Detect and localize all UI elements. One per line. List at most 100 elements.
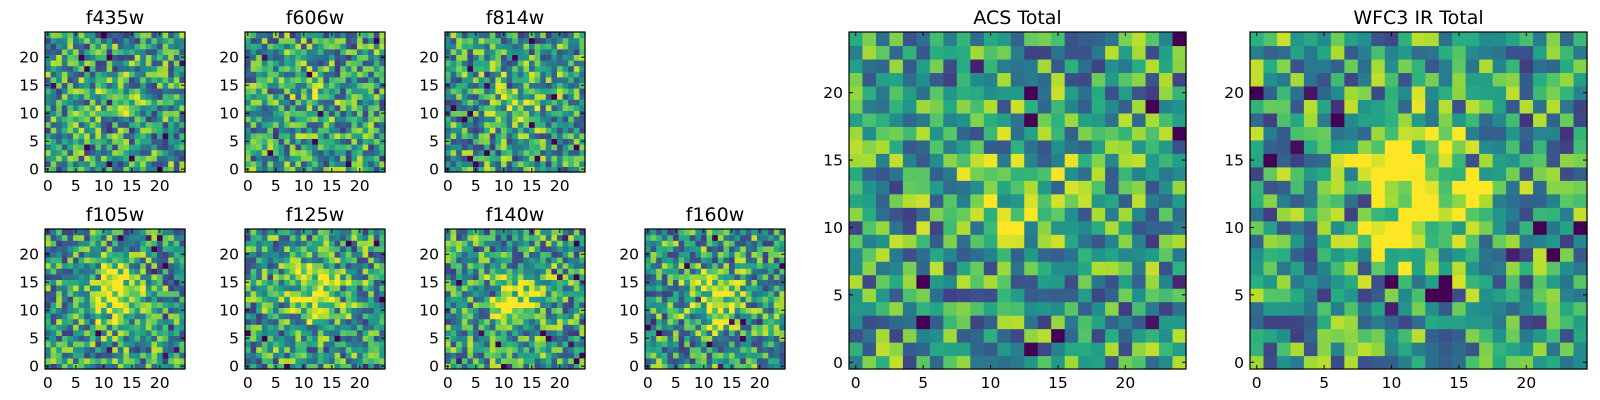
- heatmap-cell: [501, 138, 508, 145]
- heatmap-cell: [551, 357, 558, 364]
- heatmap-cell: [123, 296, 130, 303]
- heatmap-cell: [301, 37, 308, 44]
- heatmap-cell: [267, 257, 274, 264]
- heatmap-cell: [1024, 166, 1039, 181]
- heatmap-cell: [357, 324, 364, 331]
- heatmap-cell: [157, 352, 164, 359]
- heatmap-cell: [261, 104, 268, 111]
- heatmap-cell: [329, 279, 336, 286]
- heatmap-cell: [523, 60, 530, 67]
- heatmap-cell: [684, 251, 691, 258]
- heatmap-cell: [95, 166, 102, 173]
- heatmap-cell: [67, 229, 74, 236]
- heatmap-cell: [56, 268, 63, 275]
- heatmap-cell: [740, 307, 747, 314]
- heatmap-cell: [645, 296, 652, 303]
- heatmap-cell: [306, 160, 313, 167]
- heatmap-cell: [473, 127, 480, 134]
- heatmap-cell: [73, 155, 80, 162]
- heatmap-cell: [289, 335, 296, 342]
- heatmap-cell: [545, 279, 552, 286]
- heatmap-cell: [289, 279, 296, 286]
- heatmap-cell: [140, 262, 147, 269]
- heatmap-cell: [151, 116, 158, 123]
- heatmap-cell: [729, 251, 736, 258]
- heatmap-cell: [512, 99, 519, 106]
- heatmap-cell: [61, 132, 68, 139]
- heatmap-cell: [673, 341, 680, 348]
- heatmap-cell: [168, 346, 175, 353]
- heatmap-cell: [983, 193, 998, 208]
- heatmap-cell: [340, 88, 347, 95]
- heatmap-cell: [473, 116, 480, 123]
- heatmap-cell: [106, 160, 113, 167]
- heatmap-cell: [478, 268, 485, 275]
- heatmap-cell: [529, 132, 536, 139]
- heatmap-cell: [256, 245, 263, 252]
- heatmap-cell: [706, 296, 713, 303]
- heatmap-cell: [701, 357, 708, 364]
- heatmap-cell: [551, 257, 558, 264]
- heatmap-cell: [351, 318, 358, 325]
- heatmap-cell: [501, 121, 508, 128]
- heatmap-cell: [467, 132, 474, 139]
- heatmap-cell: [340, 110, 347, 117]
- heatmap-cell: [129, 296, 136, 303]
- heatmap-cell: [312, 121, 319, 128]
- axes-frame: [644, 228, 786, 370]
- heatmap-cell: [667, 234, 674, 241]
- heatmap-cell: [151, 318, 158, 325]
- heatmap-cell: [351, 82, 358, 89]
- heatmap-cell: [489, 93, 496, 100]
- heatmap-cell: [373, 155, 380, 162]
- heatmap-cell: [129, 54, 136, 61]
- heatmap-cell: [450, 132, 457, 139]
- heatmap-cell: [351, 43, 358, 50]
- heatmap-cell: [345, 329, 352, 336]
- heatmap-cell: [517, 132, 524, 139]
- heatmap-cell: [289, 99, 296, 106]
- heatmap-cell: [317, 240, 324, 247]
- heatmap-cell: [101, 155, 108, 162]
- heatmap-cell: [368, 357, 375, 364]
- heatmap-cell: [650, 313, 657, 320]
- heatmap-cell: [123, 245, 130, 252]
- heatmap-cell: [340, 166, 347, 173]
- heatmap-cell: [545, 132, 552, 139]
- heatmap-cell: [512, 76, 519, 83]
- heatmap-cell: [667, 346, 674, 353]
- heatmap-cell: [689, 262, 696, 269]
- heatmap-cell: [267, 149, 274, 156]
- heatmap-cell: [650, 245, 657, 252]
- heatmap-cell: [540, 88, 547, 95]
- heatmap-cell: [278, 296, 285, 303]
- heatmap-cell: [501, 357, 508, 364]
- heatmap-cell: [101, 346, 108, 353]
- heatmap-cell: [373, 296, 380, 303]
- heatmap-cell: [334, 104, 341, 111]
- heatmap-cell: [289, 268, 296, 275]
- heatmap-cell: [506, 301, 513, 308]
- heatmap-cell: [573, 273, 580, 280]
- heatmap-cell: [362, 363, 369, 370]
- heatmap-cell: [179, 60, 186, 67]
- heatmap-cell: [970, 247, 985, 262]
- heatmap-cell: [875, 234, 891, 249]
- heatmap-cell: [278, 116, 285, 123]
- heatmap-cell: [278, 346, 285, 353]
- heatmap-cell: [379, 104, 386, 111]
- x-tick-label: 10: [94, 177, 114, 195]
- heatmap-cell: [334, 240, 341, 247]
- heatmap-cell: [250, 245, 257, 252]
- heatmap-cell: [970, 342, 985, 357]
- heatmap-cell: [261, 285, 268, 292]
- heatmap-cell: [729, 279, 736, 286]
- heatmap-cell: [89, 60, 96, 67]
- heatmap-cell: [362, 279, 369, 286]
- heatmap-cell: [289, 65, 296, 72]
- heatmap-cell: [84, 116, 91, 123]
- heatmap-cell: [1118, 301, 1133, 316]
- heatmap-cell: [517, 352, 524, 359]
- heatmap-cell: [929, 288, 944, 303]
- heatmap-cell: [478, 301, 485, 308]
